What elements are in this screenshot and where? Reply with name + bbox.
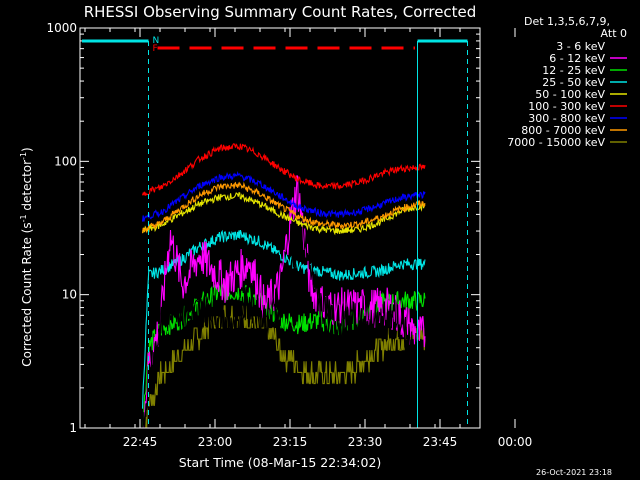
series-line-7	[141, 170, 426, 222]
x-tick-label: 23:00	[198, 435, 233, 449]
series-line-8	[141, 181, 426, 234]
y-tick-label: 1000	[46, 21, 77, 35]
legend-label: 100 - 300 keV	[528, 100, 605, 113]
legend-label: 50 - 100 keV	[535, 88, 605, 101]
y-axis-title: Corrected Count Rate (s-1 detector-1)	[19, 147, 34, 366]
series-line-1	[142, 215, 426, 429]
x-tick-label: 23:45	[423, 435, 458, 449]
legend-label: 800 - 7000 keV	[521, 124, 605, 137]
y-tick-label: 1	[69, 421, 77, 435]
legend-header-2: Att 0	[601, 27, 627, 40]
series-line-9	[142, 305, 426, 429]
chart-title: RHESSI Observing Summary Count Rates, Co…	[84, 3, 477, 21]
series-line-6	[141, 143, 426, 197]
series-line-5	[142, 192, 426, 236]
overlay-markers: NF	[82, 36, 468, 428]
axis-ticks: 22:45 23:00 23:15 23:30 23:45 00:00 1 10 100 1000	[46, 21, 532, 449]
x-tick-label: 23:30	[348, 435, 383, 449]
legend-label: 25 - 50 keV	[542, 76, 605, 89]
legend-label: 12 - 25 keV	[542, 64, 605, 77]
legend-label: 7000 - 15000 keV	[507, 136, 605, 149]
x-tick-label: 23:15	[273, 435, 308, 449]
x-tick-label: 22:45	[123, 435, 158, 449]
night-flag-label: N	[153, 36, 160, 46]
legend-label: 300 - 800 keV	[528, 112, 605, 125]
y-tick-label: 10	[62, 288, 77, 302]
timestamp: 26-Oct-2021 23:18	[536, 468, 612, 477]
plot-frame	[79, 27, 481, 429]
x-axis-title: Start Time (08-Mar-15 22:34:02)	[179, 455, 382, 470]
series-group	[141, 143, 426, 429]
y-tick-label: 100	[54, 154, 77, 168]
legend-label: 3 - 6 keV	[556, 40, 605, 53]
x-tick-label: 00:00	[498, 435, 533, 449]
legend-label: 6 - 12 keV	[549, 52, 605, 65]
flare-flag-label: F	[153, 44, 158, 54]
svg-text:Corrected Count Rate (s-1 dete: Corrected Count Rate (s-1 detector-1)	[19, 147, 34, 366]
legend-header-1: Det 1,3,5,6,7,9,	[524, 15, 610, 28]
series-line-2	[142, 175, 426, 429]
